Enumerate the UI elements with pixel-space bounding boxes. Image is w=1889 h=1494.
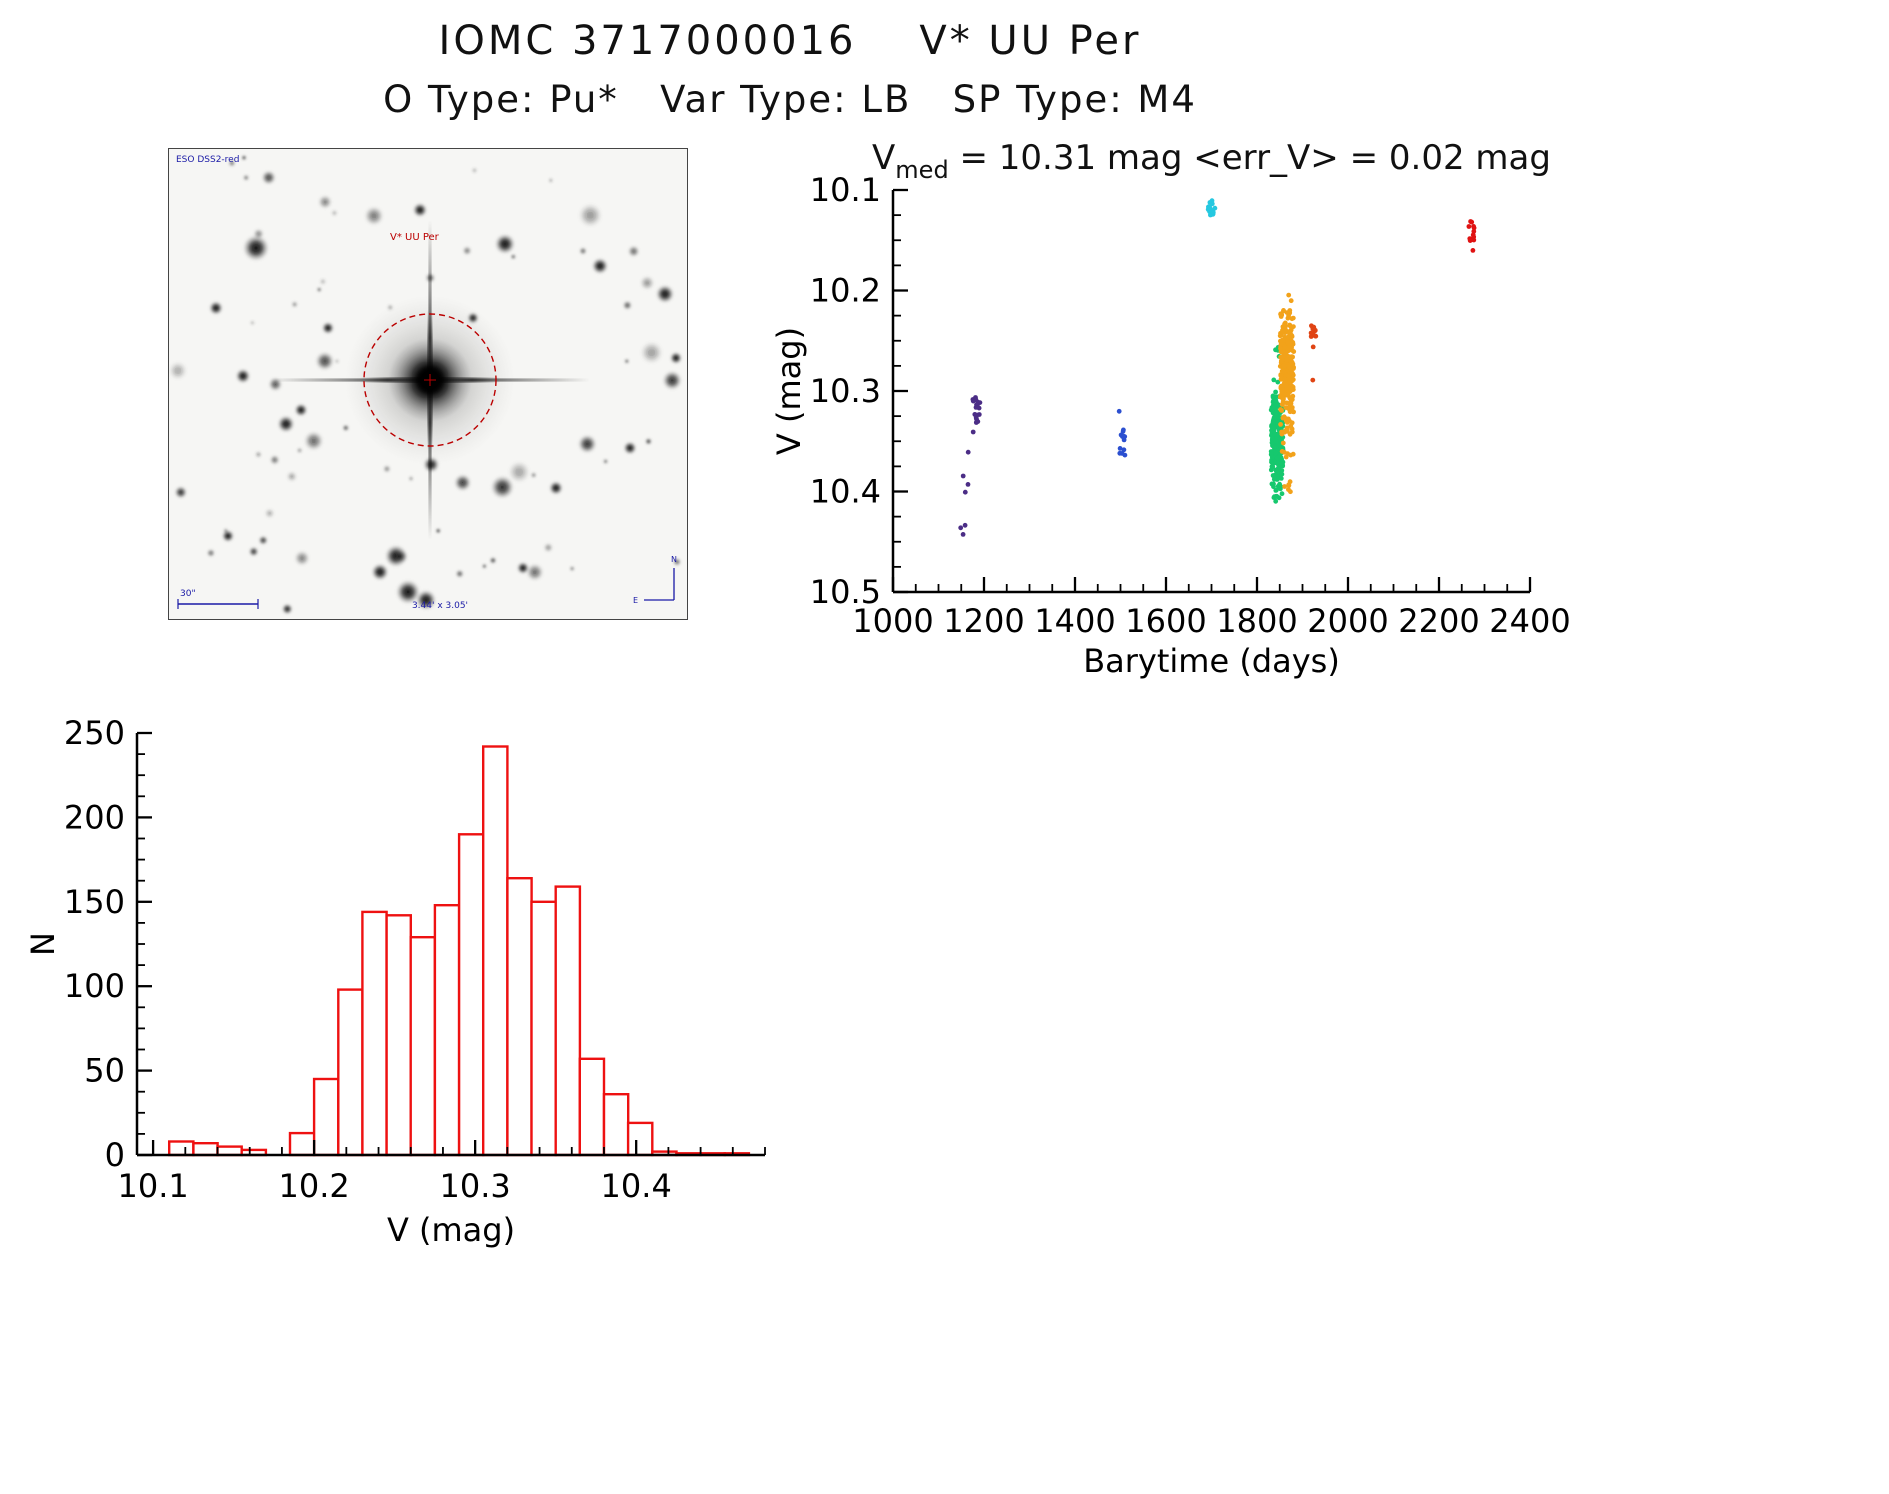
scale-label: 30" (180, 589, 196, 599)
y-tick-label: 10.5 (810, 573, 881, 611)
scatter-cluster-epoch-6-vermilion-low (1310, 377, 1316, 383)
y-tick-label: 50 (84, 1052, 125, 1090)
field-size-label: 3.44' x 3.05' (412, 601, 468, 611)
lightcurve-title: Vmed = 10.31 mag <err_V> = 0.02 mag (872, 138, 1551, 184)
y-tick-label: 150 (64, 883, 125, 921)
x-tick-label: 1600 (1125, 602, 1206, 640)
y-tick-label: 200 (64, 798, 125, 836)
histogram-chart: 0 50 100 150 200 250 10.1 10.2 10.3 10.4 N V (mag) (30, 715, 766, 1249)
histogram-bar (578, 1057, 606, 1157)
histogram-bar (385, 914, 413, 1157)
histogram-axes: 0 50 100 150 200 250 10.1 10.2 10.3 10.4 N V (mag) (30, 715, 766, 1249)
x-tick-label: 1800 (1216, 602, 1297, 640)
page-title: IOMC 3717000016 V* UU Per (438, 18, 1142, 64)
histogram-bar (409, 935, 437, 1157)
lightcurve-panel: Vmed = 10.31 mag <err_V> = 0.02 mag 10.1 1… (770, 135, 1570, 695)
scatter-points (958, 198, 1477, 537)
histogram-bar (312, 1077, 340, 1157)
scatter-cluster-epoch-1-purple (970, 395, 983, 435)
finding-chart: V* UU Per ESO DSS2-red 30" 3.44' x 3.05' N E (168, 148, 688, 620)
histogram-bar (288, 1131, 316, 1157)
histogram-bar (192, 1142, 219, 1157)
x-tick-label: 2000 (1307, 602, 1388, 640)
y-axis-label: N (30, 932, 62, 956)
scatter-cluster-epoch-1-purple-faint (958, 449, 971, 537)
survey-label: ESO DSS2-red (176, 155, 239, 165)
scatter-cluster-epoch-6-vermilion (1308, 323, 1319, 350)
histogram-bar (554, 885, 582, 1157)
compass: NE (633, 555, 677, 605)
x-tick-label: 1000 (852, 602, 933, 640)
x-tick-label: 10.4 (601, 1167, 672, 1205)
y-tick-label: 250 (64, 715, 125, 752)
y-tick-label: 10.4 (810, 473, 881, 511)
x-tick-label: 2400 (1489, 602, 1570, 640)
x-axis-label: V (mag) (387, 1211, 515, 1249)
histogram-bar (433, 903, 461, 1157)
lightcurve-chart: Vmed = 10.31 mag <err_V> = 0.02 mag10.11… (770, 138, 1570, 680)
scatter-cluster-epoch-2-blue (1116, 408, 1128, 458)
x-tick-label: 1400 (1034, 602, 1115, 640)
histogram-bar (361, 910, 388, 1157)
scatter-cluster-epoch-5-orange (1277, 292, 1297, 457)
x-tick-label: 1200 (943, 602, 1024, 640)
image-frame (168, 148, 688, 620)
y-tick-label: 10.3 (810, 372, 881, 410)
x-tick-label: 10.1 (117, 1167, 188, 1205)
histogram-panel: 0 50 100 150 200 250 10.1 10.2 10.3 10.4 N V (mag) (30, 715, 790, 1260)
x-tick-label: 10.3 (440, 1167, 511, 1205)
scale-bar: 30" (177, 589, 259, 609)
histogram-bar (506, 876, 533, 1157)
histogram-bar (530, 900, 557, 1157)
y-tick-label: 0 (105, 1136, 125, 1174)
page-subtitle: O Type: Pu* Var Type: LB SP Type: M4 (383, 78, 1197, 121)
histogram-bar (626, 1121, 654, 1157)
field-stars (168, 155, 682, 615)
scatter-cluster-epoch-7-red (1466, 219, 1477, 253)
compass-e-label: E (633, 596, 638, 605)
y-tick-label: 10.2 (810, 272, 881, 310)
star-label: V* UU Per (390, 232, 440, 243)
y-tick-label: 100 (64, 967, 125, 1005)
x-tick-label: 10.2 (279, 1167, 350, 1205)
y-axis-label: V (mag) (770, 327, 808, 455)
histogram-bar (167, 1140, 195, 1157)
aperture-circle (363, 313, 497, 447)
compass-n-label: N (671, 555, 677, 564)
histogram-bar (602, 1093, 630, 1157)
histogram-bar (482, 745, 509, 1157)
page-header: IOMC 3717000016 V* UU Per O Type: Pu* Va… (0, 18, 1580, 121)
histogram-bar (216, 1145, 243, 1157)
y-tick-label: 10.1 (810, 171, 881, 209)
scatter-cluster-epoch-3-cyan (1205, 198, 1218, 218)
x-axis-label: Barytime (days) (1083, 642, 1340, 680)
histogram-bar (337, 988, 364, 1157)
scatter-cluster-epoch-5-orange-tail (1281, 449, 1294, 495)
x-tick-label: 2200 (1398, 602, 1479, 640)
histogram-bars (167, 745, 751, 1157)
histogram-bar (457, 833, 485, 1157)
